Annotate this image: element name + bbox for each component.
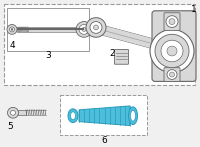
FancyBboxPatch shape (114, 50, 128, 64)
Circle shape (10, 110, 16, 115)
Circle shape (161, 40, 183, 62)
Circle shape (169, 19, 175, 25)
Circle shape (76, 22, 92, 37)
Circle shape (155, 34, 189, 68)
FancyBboxPatch shape (164, 13, 180, 30)
Text: 5: 5 (7, 122, 13, 131)
Text: 4: 4 (9, 41, 15, 50)
Circle shape (10, 27, 14, 32)
Circle shape (7, 25, 17, 34)
Circle shape (166, 16, 178, 27)
FancyBboxPatch shape (60, 95, 147, 135)
Circle shape (11, 28, 13, 30)
Circle shape (79, 25, 89, 34)
Text: 3: 3 (45, 51, 51, 60)
Text: 6: 6 (101, 136, 107, 145)
FancyBboxPatch shape (7, 8, 89, 51)
FancyBboxPatch shape (18, 110, 26, 115)
Circle shape (86, 18, 106, 37)
Text: 2: 2 (109, 49, 115, 58)
FancyBboxPatch shape (17, 27, 84, 32)
Circle shape (170, 72, 174, 77)
Circle shape (150, 29, 194, 73)
Circle shape (167, 46, 177, 56)
Ellipse shape (68, 109, 78, 123)
Ellipse shape (130, 110, 136, 121)
FancyBboxPatch shape (152, 11, 196, 81)
Circle shape (82, 27, 86, 31)
Polygon shape (79, 106, 130, 126)
Ellipse shape (128, 107, 138, 125)
Circle shape (90, 22, 102, 33)
Circle shape (8, 107, 18, 118)
FancyBboxPatch shape (4, 4, 195, 85)
FancyBboxPatch shape (164, 68, 180, 81)
Circle shape (94, 25, 98, 30)
Text: 1: 1 (191, 5, 197, 14)
Circle shape (167, 70, 177, 79)
Ellipse shape (70, 112, 76, 120)
